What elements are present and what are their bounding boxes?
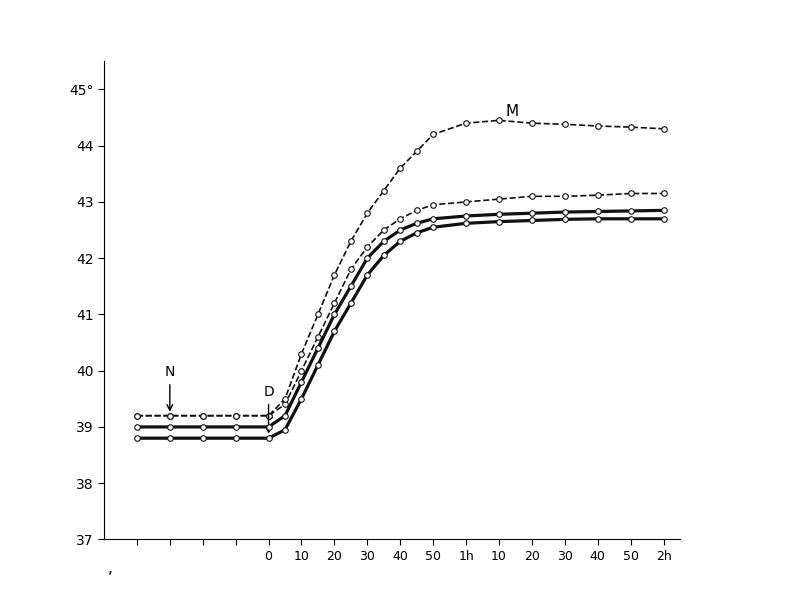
Text: D: D bbox=[263, 385, 274, 432]
Text: N: N bbox=[165, 365, 175, 410]
Text: ,: , bbox=[108, 561, 113, 576]
Text: M: M bbox=[506, 104, 518, 120]
